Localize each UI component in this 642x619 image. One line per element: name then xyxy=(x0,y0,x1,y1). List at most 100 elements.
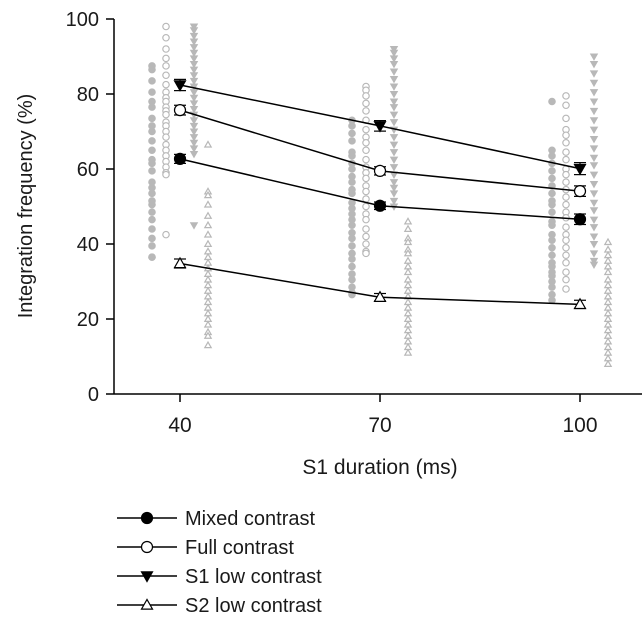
individual-point xyxy=(562,223,570,231)
individual-point xyxy=(562,148,570,156)
individual-point xyxy=(589,154,599,163)
individual-point xyxy=(189,44,199,52)
axes xyxy=(113,19,642,395)
individual-point xyxy=(589,53,599,61)
individual-point xyxy=(562,114,570,123)
legend-label: Mixed contrast xyxy=(185,508,315,530)
legend-marker xyxy=(140,571,154,583)
individual-point xyxy=(589,224,599,232)
individual-point xyxy=(148,159,156,168)
mean-point xyxy=(573,213,587,226)
individual-point xyxy=(589,145,599,153)
legend: Mixed contrast Full contrast S1 low contra… xyxy=(117,508,322,617)
individual-point xyxy=(362,138,370,147)
individual-point xyxy=(548,167,556,175)
individual-point xyxy=(162,45,170,53)
tick-labels: 0 20 40 60 80 100 40 70 100 xyxy=(66,9,598,437)
individual-point xyxy=(348,165,356,173)
individual-point xyxy=(203,340,213,349)
individual-points xyxy=(148,22,613,367)
individual-point xyxy=(203,140,213,148)
x-axis-label: S1 duration (ms) xyxy=(302,456,457,479)
individual-point xyxy=(548,152,556,160)
individual-point xyxy=(148,189,156,198)
individual-point xyxy=(389,156,399,165)
individual-point xyxy=(362,202,370,211)
x-tick-label: 70 xyxy=(368,414,391,437)
individual-point xyxy=(603,267,613,276)
mean-point xyxy=(373,290,387,302)
individual-point xyxy=(362,187,370,196)
individual-point xyxy=(362,125,370,134)
mean-point xyxy=(373,199,387,212)
individual-point xyxy=(203,239,213,247)
individual-point xyxy=(148,225,156,233)
individual-point xyxy=(148,242,156,250)
individual-point xyxy=(362,92,370,100)
individual-point xyxy=(348,189,356,198)
individual-point xyxy=(148,234,156,243)
individual-point xyxy=(348,129,356,138)
individual-point xyxy=(589,70,599,78)
individual-point xyxy=(148,253,156,261)
individual-point xyxy=(589,190,599,198)
individual-point xyxy=(389,164,399,172)
legend-marker xyxy=(140,511,154,525)
individual-point xyxy=(162,54,170,63)
individual-point xyxy=(562,101,570,110)
individual-point xyxy=(189,139,199,148)
individual-point xyxy=(403,224,413,232)
individual-point xyxy=(148,77,156,85)
individual-point xyxy=(148,127,156,136)
individual-point xyxy=(189,145,199,153)
individual-point xyxy=(589,241,599,249)
individual-point xyxy=(162,133,170,141)
individual-point xyxy=(362,107,370,115)
individual-point xyxy=(203,230,213,238)
individual-point xyxy=(189,32,199,41)
individual-point xyxy=(389,111,399,120)
individual-point xyxy=(189,100,199,108)
individual-point xyxy=(162,170,170,179)
individual-point xyxy=(589,79,599,88)
mean-point xyxy=(173,80,187,92)
individual-point xyxy=(189,89,199,97)
individual-point xyxy=(403,248,413,257)
individual-point xyxy=(589,250,599,258)
individual-point xyxy=(162,110,170,119)
individual-point xyxy=(189,128,199,136)
individual-point xyxy=(189,66,199,75)
individual-point xyxy=(403,348,413,356)
individual-point xyxy=(189,117,199,125)
individual-point xyxy=(589,136,599,144)
individual-point xyxy=(189,27,199,35)
mean-point xyxy=(173,152,187,165)
legend-label: S1 low contrast xyxy=(185,566,322,588)
individual-point xyxy=(162,230,170,239)
individual-point xyxy=(548,189,556,198)
individual-point xyxy=(589,60,599,69)
individual-point xyxy=(148,146,156,155)
individual-point xyxy=(403,237,413,246)
individual-point xyxy=(162,33,170,42)
individual-point xyxy=(389,119,399,127)
individual-point xyxy=(348,262,356,271)
individual-point xyxy=(362,99,370,108)
individual-point xyxy=(562,268,570,276)
individual-point xyxy=(162,62,170,70)
individual-point xyxy=(189,94,199,103)
individual-point xyxy=(403,267,413,276)
individual-point xyxy=(589,216,599,225)
x-tick-label: 100 xyxy=(562,414,597,437)
individual-point xyxy=(389,179,399,187)
individual-point xyxy=(162,22,170,31)
individual-point xyxy=(562,236,570,245)
individual-point xyxy=(203,211,213,219)
individual-point xyxy=(203,220,213,229)
legend-marker xyxy=(140,598,154,610)
legend-label: Full contrast xyxy=(185,537,294,559)
y-tick-label: 20 xyxy=(77,309,99,331)
individual-point xyxy=(589,199,599,208)
individual-point xyxy=(348,275,356,284)
individual-point xyxy=(203,331,213,339)
